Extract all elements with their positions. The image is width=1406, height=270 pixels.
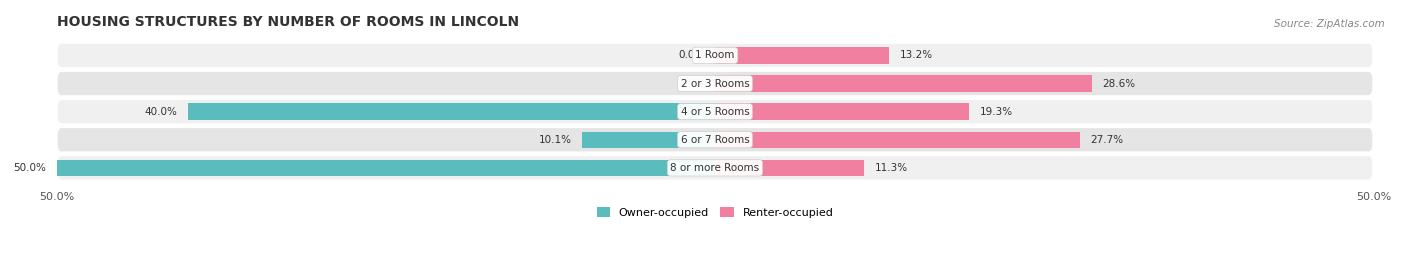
Bar (716, 160, 863, 176)
FancyBboxPatch shape (56, 71, 1374, 96)
Text: 27.7%: 27.7% (1090, 135, 1123, 145)
Text: 0.0%: 0.0% (678, 50, 704, 60)
Bar (716, 47, 889, 63)
Bar (716, 103, 969, 120)
Text: HOUSING STRUCTURES BY NUMBER OF ROOMS IN LINCOLN: HOUSING STRUCTURES BY NUMBER OF ROOMS IN… (56, 15, 519, 29)
Text: 4 or 5 Rooms: 4 or 5 Rooms (681, 107, 749, 117)
Text: 11.3%: 11.3% (875, 163, 907, 173)
Text: 50.0%: 50.0% (13, 163, 46, 173)
Text: 6 or 7 Rooms: 6 or 7 Rooms (681, 135, 749, 145)
Text: 28.6%: 28.6% (1102, 79, 1135, 89)
Text: 8 or more Rooms: 8 or more Rooms (671, 163, 759, 173)
FancyBboxPatch shape (56, 127, 1374, 152)
Bar (188, 103, 716, 120)
Text: 19.3%: 19.3% (980, 107, 1012, 117)
FancyBboxPatch shape (56, 99, 1374, 124)
FancyBboxPatch shape (56, 43, 1374, 68)
Text: 10.1%: 10.1% (538, 135, 571, 145)
Bar (56, 160, 716, 176)
Bar (716, 75, 1091, 92)
FancyBboxPatch shape (56, 155, 1374, 181)
Text: Source: ZipAtlas.com: Source: ZipAtlas.com (1274, 19, 1385, 29)
Legend: Owner-occupied, Renter-occupied: Owner-occupied, Renter-occupied (592, 203, 838, 222)
Text: 0.0%: 0.0% (678, 79, 704, 89)
Text: 1 Room: 1 Room (696, 50, 735, 60)
Bar (716, 131, 1080, 148)
Bar (582, 131, 716, 148)
Text: 2 or 3 Rooms: 2 or 3 Rooms (681, 79, 749, 89)
Text: 40.0%: 40.0% (145, 107, 177, 117)
Text: 13.2%: 13.2% (900, 50, 932, 60)
